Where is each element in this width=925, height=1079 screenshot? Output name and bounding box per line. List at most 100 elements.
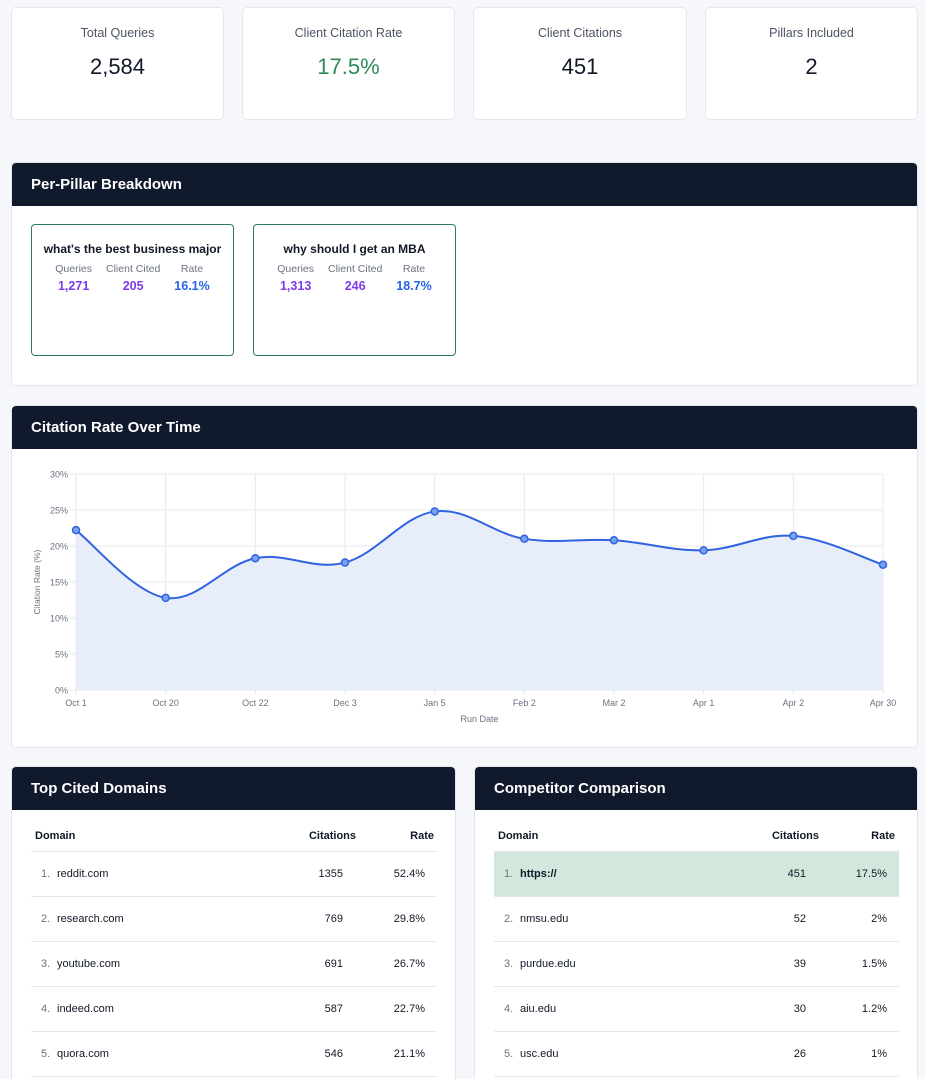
domain-cell: aiu.edu: [520, 986, 709, 1032]
panel-title: Competitor Comparison: [475, 767, 917, 810]
stat-card-pillars-included: Pillars Included 2: [705, 7, 918, 120]
table-row[interactable]: 2. research.com 769 29.8%: [31, 896, 436, 942]
stat-label: Client Citations: [537, 26, 623, 40]
citations-cell: 52: [709, 896, 819, 942]
x-tick-label: Mar 2: [602, 698, 625, 708]
table-row[interactable]: 5. usc.edu 26 1%: [494, 1031, 899, 1077]
competitor-comparison-panel: Competitor Comparison Domain Citations R…: [474, 766, 918, 1079]
row-index: 2.: [31, 896, 57, 942]
panel-title: Top Cited Domains: [12, 767, 455, 810]
y-tick-label: 20%: [50, 542, 68, 552]
client-cited-value: 205: [122, 279, 144, 293]
table-row[interactable]: 2. nmsu.edu 52 2%: [494, 896, 899, 942]
row-index: 4.: [31, 986, 57, 1032]
rate-cell: 1.2%: [819, 986, 899, 1032]
data-point: [789, 531, 798, 541]
table-row[interactable]: 4. aiu.edu 30 1.2%: [494, 986, 899, 1032]
domain-cell: https://: [520, 851, 709, 897]
rate-header: Rate: [871, 830, 895, 842]
data-point: [430, 507, 439, 516]
data-point: [340, 558, 350, 567]
rate-cell: 2%: [819, 896, 899, 942]
row-index: 1.: [31, 851, 57, 897]
stat-value: 2,584: [89, 54, 146, 79]
table-row[interactable]: 1. https://451 17.5%: [494, 851, 899, 897]
x-tick-label: Dec 3: [333, 698, 357, 708]
y-tick-label: 10%: [50, 614, 68, 624]
queries-value: 1,313: [279, 279, 312, 293]
y-axis-title: Citation Rate (%): [32, 549, 42, 614]
citations-cell: 451: [709, 851, 819, 897]
stat-value: 451: [561, 54, 599, 79]
citations-cell: 1355: [246, 851, 356, 897]
stat-card-total-queries: Total Queries 2,584: [11, 7, 224, 120]
domain-cell: youtube.com: [57, 941, 246, 987]
domains-table: Domain Citations Rate 1. reddit.com 1355 52…: [31, 829, 436, 1077]
client-cited-label: Client Cited: [106, 263, 161, 275]
stat-label: Total Queries: [80, 26, 155, 40]
panel-title: Per-Pillar Breakdown: [12, 163, 917, 206]
table-row[interactable]: 3. youtube.com 691 26.7%: [31, 941, 436, 987]
citations-cell: 769: [246, 896, 356, 942]
table-row[interactable]: 5. quora.com 546 21.1%: [31, 1031, 436, 1077]
citations-header: Citations: [771, 830, 819, 842]
pillar-title: why should I get an MBA: [283, 242, 426, 256]
rate-cell: 22.7%: [356, 986, 436, 1032]
table-row[interactable]: 1. reddit.com 1355 52.4%: [31, 851, 436, 897]
rate-label: Rate: [402, 263, 426, 275]
series-area: [76, 510, 883, 690]
row-index: 2.: [494, 896, 520, 942]
rate-cell: 1.5%: [819, 941, 899, 987]
y-tick-label: 0%: [55, 686, 68, 696]
data-point: [699, 546, 708, 555]
competitors-table: Domain Citations Rate 1. https://451 17.5%…: [494, 829, 899, 1077]
x-tick-label: Apr 1: [693, 698, 715, 708]
stat-label: Client Citation Rate: [294, 26, 403, 40]
y-tick-label: 15%: [50, 578, 68, 588]
rate-header: Rate: [410, 830, 434, 842]
domain-header: Domain: [498, 830, 539, 842]
data-point: [609, 535, 619, 545]
y-tick-label: 30%: [50, 470, 68, 480]
client-cited-value: 246: [344, 279, 366, 293]
x-tick-label: Apr 30: [870, 698, 897, 708]
domain-header: Domain: [35, 830, 76, 842]
domain-cell: quora.com: [57, 1031, 246, 1077]
x-tick-label: Apr 2: [783, 698, 805, 708]
stat-card-client-citation-rate: Client Citation Rate 17.5%: [242, 7, 455, 120]
rate-cell: 52.4%: [356, 851, 436, 897]
row-index: 5.: [494, 1031, 520, 1077]
stat-value: 2: [805, 54, 818, 79]
x-tick-label: Oct 20: [152, 698, 179, 708]
table-row[interactable]: 3. purdue.edu 39 1.5%: [494, 941, 899, 987]
citation-rate-chart: 0% 5% 10% 15% 20% 25% 30% Oct 1 Oct 20 Oct 22 Dec …: [32, 470, 897, 725]
x-tick-label: Oct 1: [65, 698, 87, 708]
rate-label: Rate: [180, 263, 204, 275]
rate-cell: 21.1%: [356, 1031, 436, 1077]
citations-cell: 546: [246, 1031, 356, 1077]
top-cited-domains-panel: Top Cited Domains Domain Citations Rate …: [11, 766, 456, 1079]
x-axis-title: Run Date: [460, 714, 498, 724]
rate-value: 18.7%: [396, 279, 432, 293]
pillar-card: why should I get an MBA Queries 1,313 Cl…: [253, 224, 456, 356]
client-cited-label: Client Cited: [328, 263, 383, 275]
x-tick-label: Jan 5: [424, 698, 446, 708]
queries-label: Queries: [277, 263, 315, 275]
rate-value: 16.1%: [174, 279, 210, 293]
queries-value: 1,271: [57, 279, 90, 293]
row-index: 5.: [31, 1031, 57, 1077]
data-point: [251, 553, 260, 563]
rate-cell: 29.8%: [356, 896, 436, 942]
citations-cell: 39: [709, 941, 819, 987]
domain-cell: research.com: [57, 896, 246, 942]
data-point: [71, 525, 81, 535]
domain-cell: purdue.edu: [520, 941, 709, 987]
data-point: [161, 593, 170, 603]
citations-cell: 30: [709, 986, 819, 1032]
table-row[interactable]: 4. indeed.com 587 22.7%: [31, 986, 436, 1032]
y-tick-label: 25%: [50, 506, 68, 516]
citations-cell: 691: [246, 941, 356, 987]
stat-value: 17.5%: [317, 54, 380, 79]
citation-rate-panel: Citation Rate Over Time 0% 5% 10% 15% 20% 25%…: [11, 405, 918, 748]
stat-label: Pillars Included: [769, 26, 854, 40]
